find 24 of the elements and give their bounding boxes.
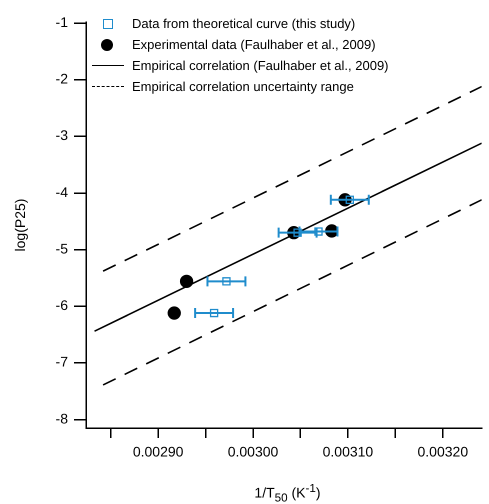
point: [222, 277, 231, 286]
point: [210, 308, 218, 318]
x-tick-label: 0.00320: [417, 443, 468, 460]
y-tick-label: -4: [56, 184, 68, 200]
x-axis-title: 1/T$_{50}$ (K$^{-1}$): [253, 482, 322, 504]
y-tick-label: -1: [56, 14, 68, 30]
point: [180, 274, 194, 288]
point: [346, 196, 354, 204]
legend-label: Data from theoretical curve (this study): [132, 15, 356, 33]
y-tick-label: -7: [56, 354, 68, 370]
legend-label: Empirical correlation uncertainty range: [132, 78, 354, 96]
y-tick-label: -8: [56, 410, 68, 426]
y-tick-label: -6: [56, 297, 68, 314]
legend-label: Experimental data (Faulhaber et al., 2009): [132, 36, 376, 54]
y-tick-label: -2: [56, 70, 68, 87]
x-tick-label: 0.00300: [228, 443, 279, 460]
y-tick-label: -3: [56, 127, 68, 144]
point: [314, 227, 323, 236]
y-axis-title: log(P25): [12, 198, 28, 252]
x-tick-label: 0.00310: [322, 443, 374, 460]
y-tick-label: -5: [56, 240, 68, 256]
point: [168, 306, 181, 320]
x-tick-label: 0.00290: [132, 443, 184, 460]
legend-label: Empirical correlation (Faulhaber et al., 2009): [132, 57, 389, 75]
